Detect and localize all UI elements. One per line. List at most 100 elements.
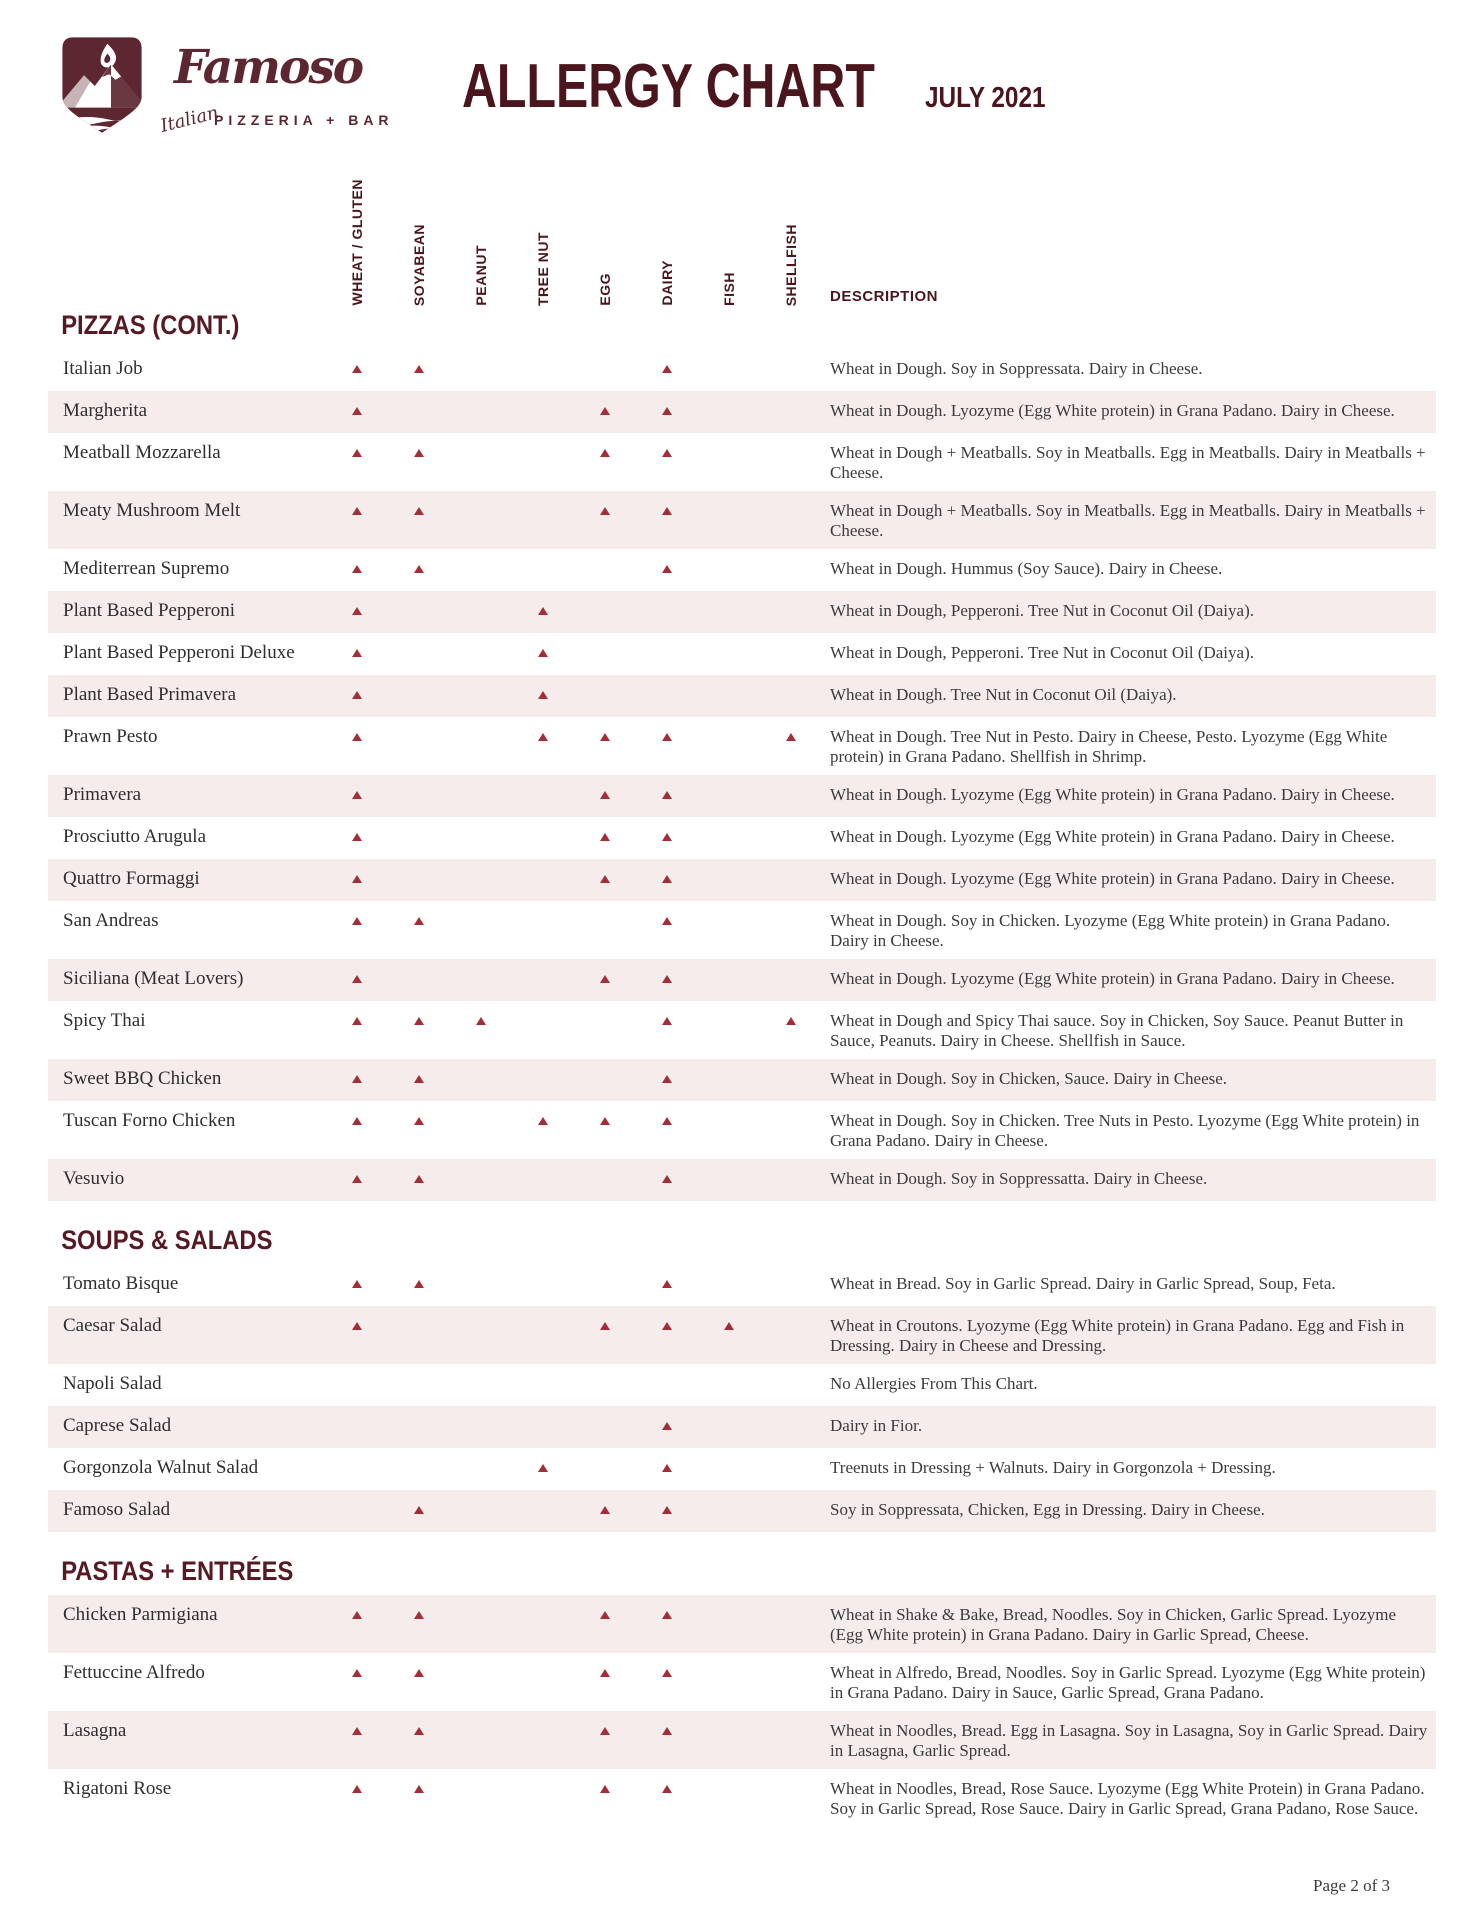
allergen-triangle-marker-icon bbox=[600, 791, 610, 799]
allergen-cell-wheat-gluten bbox=[326, 1009, 388, 1025]
allergen-cell-soyabean bbox=[388, 1603, 450, 1619]
allergen-triangle-marker-icon bbox=[662, 875, 672, 883]
item-name: Sweet BBQ Chicken bbox=[63, 1068, 222, 1089]
item-description: No Allergies From This Chart. bbox=[830, 1374, 1038, 1393]
allergen-cell-egg bbox=[574, 725, 636, 741]
section-rows: Chicken Parmigiana Wheat in Shake & Bake… bbox=[48, 1595, 1436, 1827]
allergen-triangle-marker-icon bbox=[662, 833, 672, 841]
item-name: Napoli Salad bbox=[63, 1373, 162, 1394]
allergen-cell-dairy bbox=[636, 1414, 698, 1430]
allergen-triangle-marker-icon bbox=[662, 917, 672, 925]
allergen-triangle-marker-icon bbox=[414, 1175, 424, 1183]
allergen-cell-tree-nut bbox=[512, 641, 574, 657]
allergen-triangle-marker-icon bbox=[414, 1785, 424, 1793]
allergen-triangle-marker-icon bbox=[600, 1611, 610, 1619]
allergen-triangle-marker-icon bbox=[662, 1669, 672, 1677]
page-date: JULY 2021 bbox=[925, 81, 1046, 114]
allergen-cell-egg bbox=[574, 783, 636, 799]
allergen-triangle-marker-icon bbox=[662, 1175, 672, 1183]
allergen-triangle-marker-icon bbox=[538, 1117, 548, 1125]
allergen-triangle-marker-icon bbox=[352, 649, 362, 657]
allergen-cell-soyabean bbox=[388, 1009, 450, 1025]
item-name: Siciliana (Meat Lovers) bbox=[63, 968, 244, 989]
column-header-peanut: PEANUT bbox=[450, 245, 512, 306]
allergen-cell-wheat-gluten bbox=[326, 825, 388, 841]
item-name: Caprese Salad bbox=[63, 1415, 172, 1436]
allergen-cell-dairy bbox=[636, 1009, 698, 1025]
column-header-label: WHEAT / GLUTEN bbox=[349, 179, 365, 306]
item-name: Caesar Salad bbox=[63, 1315, 162, 1336]
item-description: Wheat in Dough and Spicy Thai sauce. Soy… bbox=[830, 1011, 1404, 1050]
table-row: San Andreas Wheat in Dough. Soy in Chick… bbox=[48, 901, 1436, 959]
allergen-cell-fish bbox=[698, 1314, 760, 1330]
column-header-label: SOYABEAN bbox=[411, 223, 427, 306]
table-row: Prawn Pesto Wheat in Dough. Tree Nut in … bbox=[48, 717, 1436, 775]
allergen-cell-wheat-gluten bbox=[326, 499, 388, 515]
item-description: Wheat in Dough. Soy in Chicken, Sauce. D… bbox=[830, 1069, 1228, 1088]
allergen-triangle-marker-icon bbox=[600, 975, 610, 983]
table-row: Italian Job Wheat in Dough. Soy in Soppr… bbox=[48, 349, 1436, 391]
allergen-triangle-marker-icon bbox=[352, 1175, 362, 1183]
column-header-label: TREE NUT bbox=[535, 232, 551, 306]
allergen-triangle-marker-icon bbox=[600, 1785, 610, 1793]
allergen-cell-soyabean bbox=[388, 1272, 450, 1288]
allergen-cell-soyabean bbox=[388, 357, 450, 373]
famoso-logo: Famoso Italian PIZZERIA + BAR bbox=[48, 32, 389, 140]
column-header-dairy: DAIRY bbox=[636, 260, 698, 306]
table-row: Siciliana (Meat Lovers) Wheat in Dough. … bbox=[48, 959, 1436, 1001]
allergen-cell-soyabean bbox=[388, 1719, 450, 1735]
allergen-cell-soyabean bbox=[388, 441, 450, 457]
allergen-triangle-marker-icon bbox=[352, 1017, 362, 1025]
allergen-cell-egg bbox=[574, 1777, 636, 1793]
table-row: Meatball Mozzarella Wheat in Dough + Mea… bbox=[48, 433, 1436, 491]
allergen-triangle-marker-icon bbox=[352, 1611, 362, 1619]
allergen-triangle-marker-icon bbox=[538, 649, 548, 657]
allergen-cell-dairy bbox=[636, 967, 698, 983]
allergen-triangle-marker-icon bbox=[538, 607, 548, 615]
menu-section: PIZZAS (CONT.) Italian Job Wheat in Doug… bbox=[48, 310, 1436, 1201]
table-row: Lasagna Wheat in Noodles, Bread. Egg in … bbox=[48, 1711, 1436, 1769]
allergen-cell-tree-nut bbox=[512, 725, 574, 741]
allergen-cell-wheat-gluten bbox=[326, 1067, 388, 1083]
allergen-triangle-marker-icon bbox=[662, 1280, 672, 1288]
allergen-triangle-marker-icon bbox=[352, 1669, 362, 1677]
allergen-triangle-marker-icon bbox=[662, 507, 672, 515]
section-heading: SOUPS & SALADS bbox=[61, 1225, 273, 1255]
item-name: Plant Based Pepperoni bbox=[63, 600, 236, 621]
table-row: Fettuccine Alfredo Wheat in Alfredo, Bre… bbox=[48, 1653, 1436, 1711]
allergen-triangle-marker-icon bbox=[600, 407, 610, 415]
allergen-cell-tree-nut bbox=[512, 683, 574, 699]
allergen-cell-egg bbox=[574, 441, 636, 457]
table-row: Plant Based Pepperoni Wheat in Dough, Pe… bbox=[48, 591, 1436, 633]
allergen-triangle-marker-icon bbox=[662, 1322, 672, 1330]
column-header-label: FISH bbox=[721, 272, 737, 306]
brand-name: Famoso bbox=[174, 40, 364, 95]
column-header-wheat-gluten: WHEAT / GLUTEN bbox=[326, 179, 388, 306]
table-row: Plant Based Pepperoni Deluxe Wheat in Do… bbox=[48, 633, 1436, 675]
item-name: Prawn Pesto bbox=[63, 726, 158, 747]
allergen-cell-dairy bbox=[636, 1498, 698, 1514]
allergen-cell-egg bbox=[574, 1498, 636, 1514]
item-name: Gorgonzola Walnut Salad bbox=[63, 1457, 259, 1478]
item-description: Soy in Soppressata, Chicken, Egg in Dres… bbox=[830, 1500, 1265, 1519]
allergen-cell-soyabean bbox=[388, 1067, 450, 1083]
allergen-triangle-marker-icon bbox=[600, 1322, 610, 1330]
allergen-triangle-marker-icon bbox=[600, 733, 610, 741]
allergen-triangle-marker-icon bbox=[352, 1322, 362, 1330]
item-description: Wheat in Noodles, Bread. Egg in Lasagna.… bbox=[830, 1721, 1428, 1760]
allergen-triangle-marker-icon bbox=[352, 1117, 362, 1125]
allergen-triangle-marker-icon bbox=[352, 917, 362, 925]
allergen-triangle-marker-icon bbox=[352, 1727, 362, 1735]
allergen-triangle-marker-icon bbox=[662, 365, 672, 373]
table-row: Quattro Formaggi Wheat in Dough. Lyozyme… bbox=[48, 859, 1436, 901]
allergen-cell-wheat-gluten bbox=[326, 867, 388, 883]
item-description: Wheat in Alfredo, Bread, Noodles. Soy in… bbox=[830, 1663, 1426, 1702]
allergen-triangle-marker-icon bbox=[352, 875, 362, 883]
allergen-triangle-marker-icon bbox=[662, 1727, 672, 1735]
column-header-shellfish: SHELLFISH bbox=[760, 224, 822, 306]
allergen-cell-dairy bbox=[636, 441, 698, 457]
item-description: Wheat in Dough + Meatballs. Soy in Meatb… bbox=[830, 501, 1426, 540]
allergen-triangle-marker-icon bbox=[414, 1017, 424, 1025]
allergen-triangle-marker-icon bbox=[662, 791, 672, 799]
